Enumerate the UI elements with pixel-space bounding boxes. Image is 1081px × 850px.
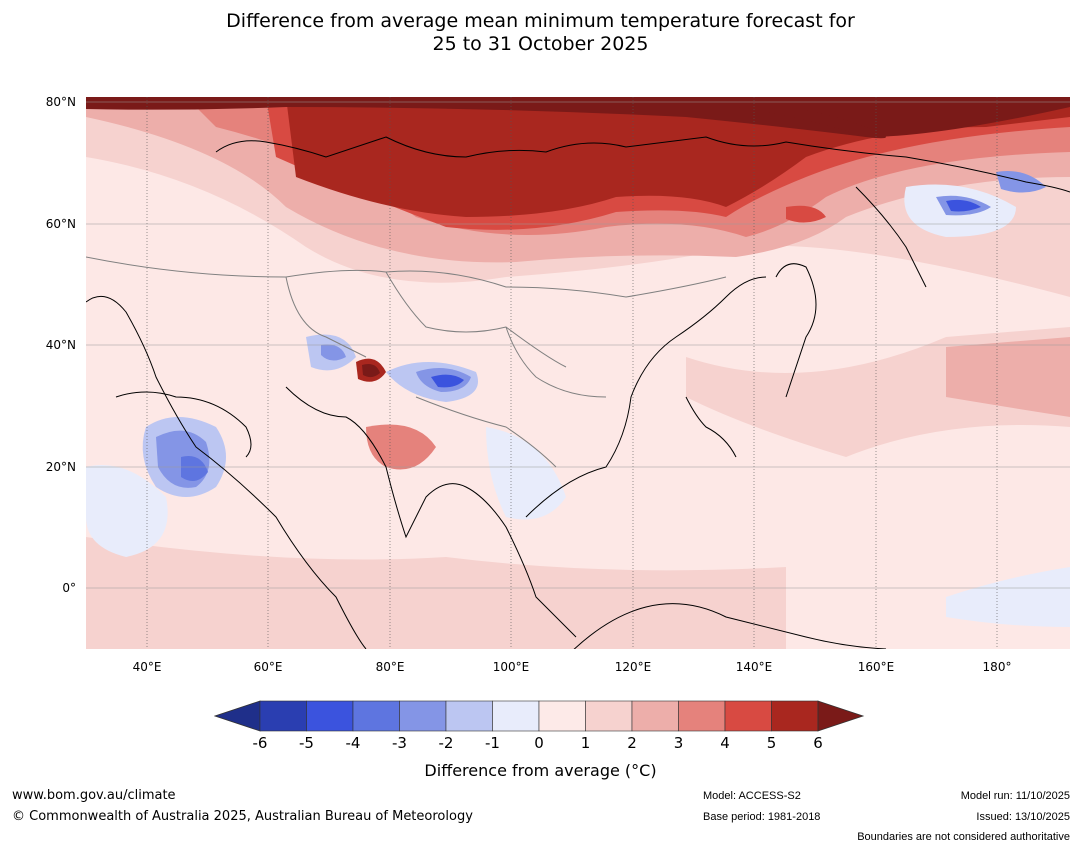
- lat-label-80n: 80°N: [45, 95, 76, 109]
- colorbar-segment: [771, 700, 819, 732]
- colorbar-segment: [631, 700, 679, 732]
- colorbar-segment: [724, 700, 772, 732]
- coastlines: [86, 136, 1070, 649]
- colorbar-tick-label: 4: [720, 734, 730, 752]
- colorbar-segment: [678, 700, 726, 732]
- footer-model-run: Model run: 11/10/2025: [960, 790, 1070, 802]
- country-borders: [86, 256, 727, 468]
- lon-label-40e: 40°E: [132, 660, 162, 674]
- footer-url[interactable]: www.bom.gov.au/climate: [12, 788, 176, 803]
- lat-label-60n: 60°N: [45, 217, 76, 231]
- colorbar-segment: [399, 700, 447, 732]
- colorbar-tick-label: 3: [673, 734, 684, 752]
- colorbar-tick-label: 5: [766, 734, 777, 752]
- lon-label-60e: 60°E: [253, 660, 283, 674]
- colorbar-tick-label: 0: [534, 734, 544, 752]
- lat-label-0: 0°: [62, 581, 76, 595]
- colorbar-arrow-low: [214, 700, 261, 732]
- colorbar-tick-label: -5: [299, 734, 314, 752]
- colorbar-segment: [492, 700, 540, 732]
- colorbar-segment: [445, 700, 493, 732]
- colorbar-segment: [585, 700, 633, 732]
- title-line-2: 25 to 31 October 2025: [432, 33, 649, 55]
- colorbar-segment: [352, 700, 400, 732]
- colorbar-tick-label: -6: [252, 734, 268, 752]
- colorbar-tick-label: -1: [485, 734, 500, 752]
- colorbar-segment: [306, 700, 354, 732]
- colorbar-tick-label: -4: [345, 734, 361, 752]
- map-anomaly-field: [86, 97, 1070, 649]
- forecast-map: [86, 97, 1070, 649]
- lon-label-100e: 100°E: [492, 660, 530, 674]
- footer-model: Model: ACCESS-S2: [703, 790, 801, 802]
- lon-label-160e: 160°E: [857, 660, 895, 674]
- colorbar-tick-label: 1: [580, 734, 591, 752]
- title-line-1: Difference from average mean minimum tem…: [226, 10, 855, 32]
- footer-disclaimer: Boundaries are not considered authoritat…: [857, 831, 1070, 843]
- colorbar-tick-label: -3: [392, 734, 407, 752]
- footer-base-period: Base period: 1981-2018: [703, 811, 821, 823]
- map-graticule: [146, 97, 998, 649]
- colorbar-tick-label: -2: [438, 734, 454, 752]
- lon-label-80e: 80°E: [375, 660, 405, 674]
- colorbar-segment: [259, 700, 307, 732]
- lon-label-140e: 140°E: [735, 660, 773, 674]
- colorbar-segment: [538, 700, 586, 732]
- lon-label-120e: 120°E: [614, 660, 652, 674]
- colorbar-tick-label: 2: [627, 734, 637, 752]
- footer-copyright: © Commonwealth of Australia 2025, Austra…: [12, 809, 473, 824]
- lon-label-180: 180°: [982, 660, 1012, 674]
- colorbar-title: Difference from average (°C): [424, 761, 657, 780]
- lat-label-40n: 40°N: [45, 338, 76, 352]
- footer-issued: Issued: 13/10/2025: [976, 811, 1070, 823]
- lat-label-20n: 20°N: [45, 460, 76, 474]
- chart-title: Difference from average mean minimum tem…: [0, 10, 1081, 56]
- colorbar: [214, 700, 865, 732]
- colorbar-tick-label: 6: [813, 734, 823, 752]
- colorbar-arrow-high: [817, 700, 865, 732]
